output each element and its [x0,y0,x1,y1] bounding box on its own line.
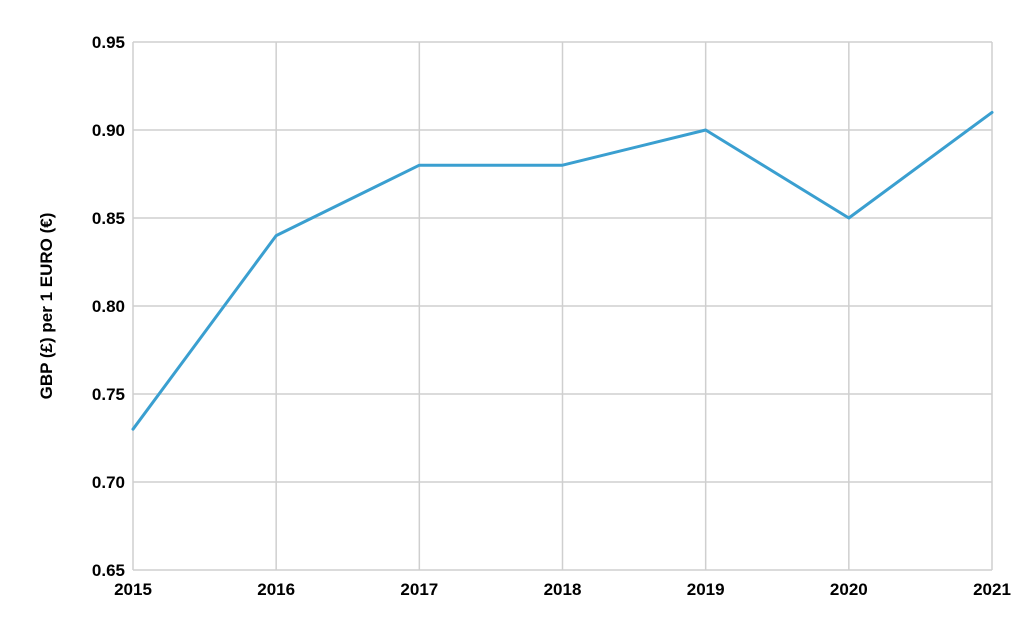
y-tick-label: 0.95 [92,33,125,52]
y-tick-label: 0.70 [92,473,125,492]
x-tick-label: 2016 [257,580,295,599]
series-line [131,110,994,431]
y-tick-label: 0.65 [92,561,125,580]
x-tick-label: 2019 [687,580,725,599]
x-tick-label: 2021 [973,580,1011,599]
series-layer [131,110,994,431]
y-tick-label: 0.80 [92,297,125,316]
horizontal-gridlines [133,41,992,571]
x-tick-label: 2015 [114,580,152,599]
y-tick-labels: 0.65 0.70 0.75 0.80 0.85 0.90 0.95 [92,33,125,580]
y-tick-label: 0.75 [92,385,125,404]
y-axis-title: GBP (£) per 1 EURO (€) [37,213,56,400]
x-tick-label: 2018 [544,580,582,599]
y-tick-label: 0.90 [92,121,125,140]
y-tick-label: 0.85 [92,209,125,228]
x-tick-label: 2017 [400,580,438,599]
x-tick-labels: 2015 2016 2017 2018 2019 2020 2021 [114,580,1011,599]
x-tick-label: 2020 [830,580,868,599]
